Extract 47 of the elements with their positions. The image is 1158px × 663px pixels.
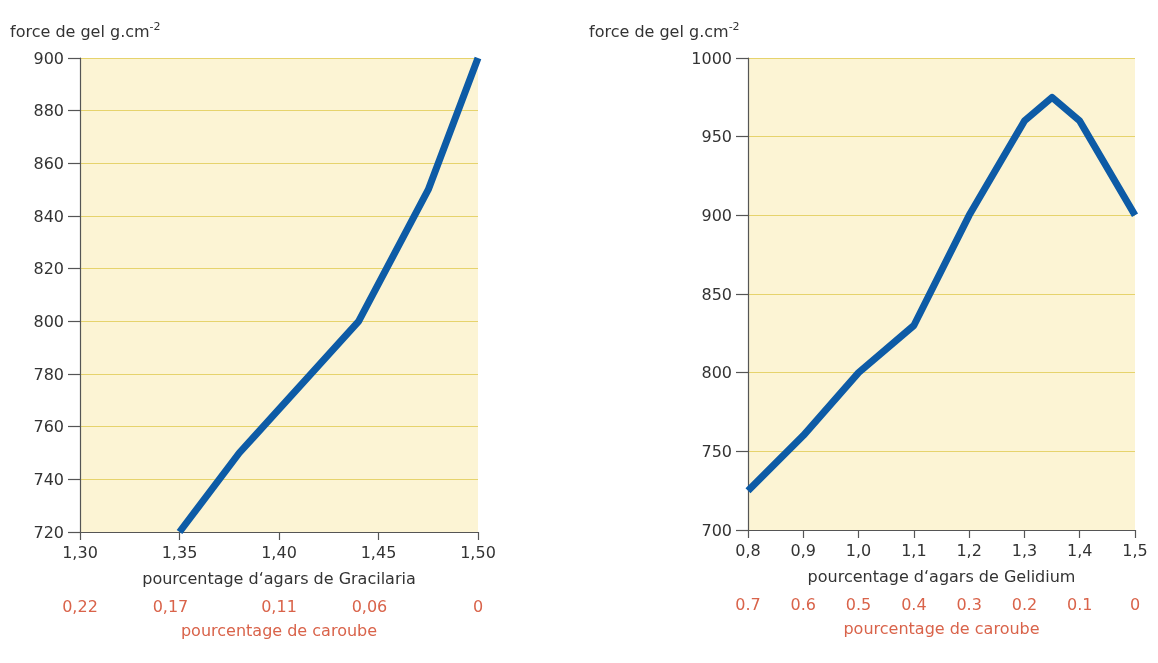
x2-axis-title: pourcentage de caroube	[843, 618, 1040, 638]
x-tick-label: 1,35	[161, 542, 198, 562]
x2-tick-label: 0,22	[62, 596, 98, 616]
x2-tick-label: 0.6	[790, 594, 817, 614]
x-tick-label: 1,3	[1011, 540, 1038, 560]
x-tick-label: 0,9	[790, 540, 817, 560]
y-tick-label: 880	[33, 101, 64, 121]
y-tick-label: 780	[33, 364, 64, 384]
x-tick-label: 1,30	[62, 542, 98, 562]
y-tick-label: 720	[33, 522, 64, 542]
x-tick-label: 1,50	[460, 542, 496, 562]
x-axis-title: pourcentage d‘agars de Gracilaria	[142, 568, 416, 588]
x2-tick-label: 0,11	[261, 596, 297, 616]
y-tick-label: 820	[33, 259, 64, 279]
x-tick-label: 1,2	[956, 540, 982, 560]
x-tick-label: 1,1	[901, 540, 927, 560]
y-tick-label: 800	[33, 311, 64, 331]
x2-tick-label: 0	[472, 596, 484, 616]
y-tick-label: 900	[33, 48, 64, 68]
x-tick-label: 1,40	[261, 542, 297, 562]
x-tick-label: 1,45	[360, 542, 397, 562]
y-tick-label: 900	[701, 205, 732, 225]
x-axis-title: pourcentage d‘agars de Gelidium	[807, 566, 1076, 586]
x-tick-label: 1,5	[1122, 540, 1148, 560]
x2-tick-label: 0	[1129, 594, 1141, 614]
x2-tick-label: 0.7	[735, 594, 761, 614]
x2-tick-label: 0.2	[1011, 594, 1038, 614]
x-tick-label: 1,4	[1066, 540, 1093, 560]
y-tick-label: 760	[33, 417, 64, 437]
y-tick-label: 740	[33, 469, 64, 489]
x2-tick-label: 0,06	[351, 596, 388, 616]
x-tick-label: 0,8	[735, 540, 761, 560]
y-tick-label: 750	[701, 441, 732, 461]
x2-axis-title: pourcentage de caroube	[180, 620, 378, 640]
x-tick-label: 1,0	[845, 540, 872, 560]
x2-tick-label: 0,17	[152, 596, 189, 616]
y-tick-label: 850	[701, 284, 732, 304]
y-tick-label: 800	[701, 363, 732, 383]
x2-tick-label: 0.1	[1066, 594, 1093, 614]
y-tick-label: 840	[33, 206, 64, 226]
x2-tick-label: 0.5	[845, 594, 872, 614]
x2-tick-label: 0.3	[956, 594, 982, 614]
y-tick-label: 860	[33, 153, 64, 173]
y-tick-label: 700	[701, 520, 732, 540]
x2-tick-label: 0.4	[901, 594, 927, 614]
y-tick-label: 1000	[691, 48, 732, 68]
y-tick-label: 950	[701, 127, 732, 147]
